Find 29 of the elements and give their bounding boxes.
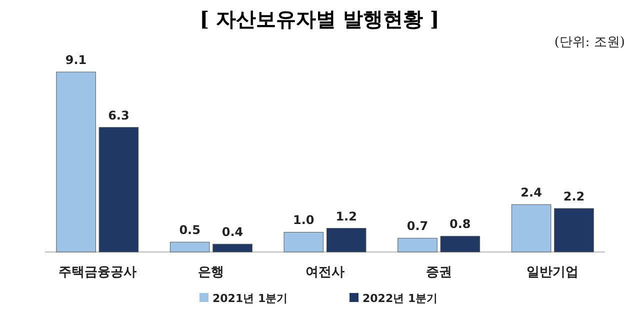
x-tick-label: 일반기업	[526, 265, 579, 280]
x-tick-label: 은행	[198, 265, 224, 280]
bar	[440, 236, 480, 252]
bar	[98, 127, 139, 252]
x-tick-label: 증권	[426, 265, 452, 280]
bar	[284, 232, 324, 252]
data-label: 9.1	[65, 53, 87, 67]
bar	[212, 244, 252, 252]
bar	[554, 208, 594, 252]
x-tick-label: 여전사	[306, 265, 344, 280]
bar	[326, 228, 366, 252]
text: (단위: 조원)	[554, 35, 625, 50]
data-label: 0.5	[179, 223, 200, 238]
bar	[170, 242, 210, 252]
bar	[398, 238, 438, 252]
legend-label: 2022년 1분기	[362, 292, 438, 305]
data-label: 1.2	[336, 209, 357, 224]
data-label: 2.2	[563, 189, 585, 204]
data-label: 1.0	[293, 213, 314, 228]
legend-label: 2021년 1분기	[212, 292, 288, 305]
data-label: 0.8	[450, 217, 471, 232]
data-label: 0.7	[406, 219, 428, 234]
x-tick-label: 주택금융공사	[58, 265, 136, 280]
bar	[56, 72, 96, 252]
data-label: 6.3	[108, 108, 130, 122]
chart-title: [ 자산보유자별 발행현황 ]	[200, 7, 440, 31]
bar	[511, 204, 552, 252]
data-label: 0.4	[222, 225, 244, 240]
data-label: 2.4	[520, 186, 542, 200]
